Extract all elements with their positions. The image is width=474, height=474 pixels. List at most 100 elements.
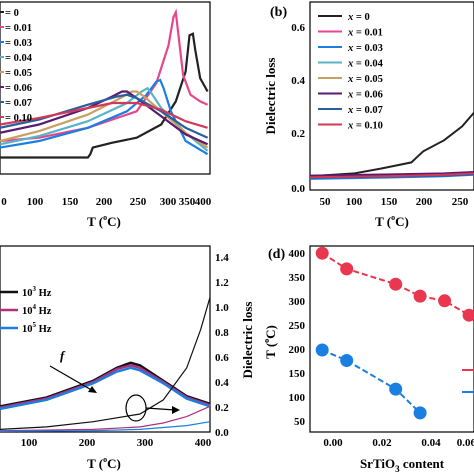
data-point (340, 354, 354, 367)
y-tick-label: 0.6 (291, 22, 305, 34)
legend-label: = 0 (5, 8, 19, 19)
panel-c-x-ticks: 100 200 300 400 (21, 437, 212, 449)
panel-c-loss-line-2 (0, 421, 211, 432)
panel-b-frame (309, 1, 474, 191)
x-tick-label: 100 (27, 196, 44, 208)
panel-c-legend: 103 Hz 104 Hz 105 Hz (0, 285, 52, 335)
legend-label: = 0.05 (5, 68, 32, 79)
y-tick-label: 1.0 (215, 302, 229, 314)
panel-b-x-ticks: 50 100 150 200 250 (320, 196, 469, 208)
y-tick-label: 300 (289, 296, 306, 308)
panel-b-y-axis-label: Dielectric loss (263, 58, 278, 135)
frequency-annotation: f (60, 348, 66, 363)
panel-c-y-axis-label: Dielectric loss (240, 302, 255, 379)
loss-arrow (145, 407, 176, 411)
x-tick-label: 50 (320, 196, 332, 208)
panel-c-right-y-ticks: 0.0 0.2 0.4 0.6 0.8 1.0 1.2 1.4 (215, 252, 229, 439)
panel-c: 103 Hz 104 Hz 105 Hz f 100 200 300 400 T (… (0, 245, 255, 471)
x-tick-label: 0 (1, 196, 7, 208)
panel-d-legend (462, 369, 474, 393)
panel-a-legend: = 0 = 0.01 = 0.03 = 0.04 = 0.05 = 0.06 = 0.07 =… (0, 8, 33, 124)
y-tick-label: 200 (289, 344, 306, 356)
legend-label: = 0.04 (5, 53, 33, 64)
panel-b-series-line-7 (309, 172, 474, 179)
x-tick-label: 300 (160, 196, 177, 208)
y-tick-label: 0.4 (291, 75, 305, 87)
panel-d-x-axis-label: SrTiO3 content (360, 456, 445, 474)
data-point (389, 382, 403, 396)
x-tick-label: 150 (381, 196, 398, 208)
legend-label: = 0.06 (5, 83, 32, 94)
panel-d-y-axis-label: T (oC) (262, 325, 278, 359)
panel-c-permittivity-line-1 (0, 364, 211, 409)
panel-a-series-line-4 (0, 90, 209, 149)
panel-b-series-line-0 (309, 111, 474, 178)
panel-d-series-line-1 (321, 349, 421, 414)
frequency-arrow (49, 365, 96, 393)
legend-label: x = 0.06 (347, 90, 383, 101)
x-tick-label: 300 (137, 437, 154, 449)
panel-b-legend: x = 0 x = 0.01 x = 0.03 x = 0.04 x = 0.05 x =… (318, 12, 384, 132)
y-tick-label: 0.2 (291, 128, 305, 140)
y-tick-label: 250 (289, 320, 306, 332)
x-tick-label: 350 (179, 196, 196, 208)
panel-b-x-axis-label: T (oC) (375, 213, 409, 229)
x-tick-label: 150 (62, 196, 79, 208)
panel-a-series-line-0 (0, 32, 209, 159)
panel-a-frame (0, 1, 211, 175)
data-point (413, 406, 427, 420)
panel-b-label: (b) (270, 5, 287, 20)
y-tick-label: 50 (294, 416, 306, 428)
legend-label: x = 0.07 (347, 105, 383, 116)
data-point (315, 246, 329, 260)
panel-c-permittivity-line-2 (0, 366, 211, 411)
data-point (438, 294, 452, 308)
loss-arrowhead (172, 406, 180, 414)
x-tick-label: 200 (416, 196, 433, 208)
highlight-ellipse (125, 394, 147, 422)
y-tick-label: 150 (289, 368, 306, 380)
legend-label: x = 0.05 (347, 74, 383, 85)
legend-label: = 0.03 (5, 38, 32, 49)
y-tick-label: 0.0 (215, 427, 229, 439)
panel-a-x-ticks: 0 100 150 200 250 300 350 400 (1, 196, 212, 208)
y-tick-label: 0.2 (215, 402, 229, 414)
x-tick-label: 0.00 (323, 437, 343, 449)
y-tick-label: 0.0 (291, 183, 305, 195)
x-tick-label: 250 (130, 196, 147, 208)
x-tick-label: 0.04 (421, 437, 441, 449)
x-tick-label: 250 (452, 196, 469, 208)
legend-label: x = 0.03 (347, 43, 383, 54)
legend-label: = 0.07 (5, 98, 32, 109)
legend-label: = 0.01 (5, 23, 32, 34)
x-tick-label: 400 (195, 196, 212, 208)
legend-label: = 0.10 (5, 113, 32, 124)
panel-d-label: (d) (268, 247, 285, 262)
data-point (462, 308, 474, 322)
legend-label: x = 0.04 (347, 59, 384, 70)
data-point (389, 277, 403, 291)
y-tick-label: 0.8 (215, 327, 229, 339)
panel-c-frame (0, 245, 211, 433)
legend-label: 103 Hz (22, 285, 52, 299)
panel-d: (d) T (oC) 50 100 150 200 250 300 350 40… (262, 245, 474, 474)
frequency-arrowhead (88, 386, 97, 393)
panel-b: (b) Dielectric loss 0.0 0.2 0.4 0.6 x = … (263, 1, 474, 229)
panel-c-x-axis-label: T (oC) (87, 455, 121, 471)
legend-label: x = 0.10 (347, 121, 383, 132)
y-tick-label: 0.4 (215, 377, 229, 389)
y-tick-label: 0.6 (215, 352, 229, 364)
panel-c-loss-line-0 (0, 297, 211, 430)
panel-a-series-line-7 (0, 101, 208, 129)
panel-a-x-axis-label: T (oC) (87, 213, 121, 229)
legend-label: 105 Hz (22, 321, 52, 335)
y-tick-label: 350 (289, 272, 306, 284)
x-tick-label: 100 (346, 196, 363, 208)
panel-a-series-line-5 (0, 90, 209, 146)
panel-b-y-ticks: 0.0 0.2 0.4 0.6 (291, 22, 305, 195)
panel-d-x-ticks: 0.00 0.02 0.04 0.06 (323, 437, 474, 449)
y-tick-label: 1.2 (215, 277, 229, 289)
panel-a: = 0 = 0.01 = 0.03 = 0.04 = 0.05 = 0.06 = 0.07 =… (0, 1, 212, 229)
data-point (413, 289, 427, 303)
